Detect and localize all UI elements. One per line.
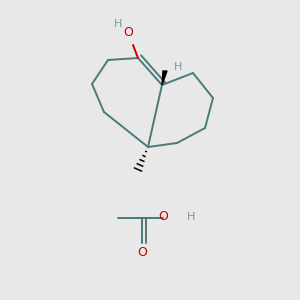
Polygon shape [162, 71, 167, 85]
Text: O: O [158, 211, 168, 224]
Text: H: H [174, 62, 182, 72]
Text: H: H [114, 19, 122, 29]
Text: H: H [187, 212, 195, 222]
Text: O: O [123, 26, 133, 40]
Text: O: O [137, 245, 147, 259]
